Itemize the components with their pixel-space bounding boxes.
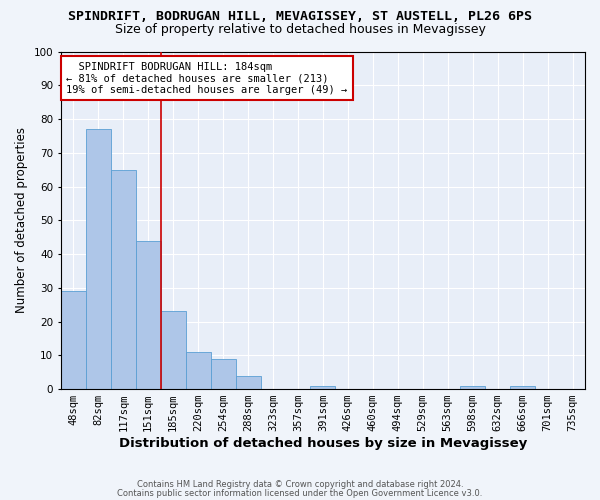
Text: SPINDRIFT, BODRUGAN HILL, MEVAGISSEY, ST AUSTELL, PL26 6PS: SPINDRIFT, BODRUGAN HILL, MEVAGISSEY, ST… [68, 10, 532, 23]
Bar [161, 312, 185, 389]
Bar [136, 240, 161, 389]
Y-axis label: Number of detached properties: Number of detached properties [15, 128, 28, 314]
X-axis label: Distribution of detached houses by size in Mevagissey: Distribution of detached houses by size … [119, 437, 527, 450]
Bar [185, 352, 211, 389]
Bar [211, 358, 236, 389]
Bar [111, 170, 136, 389]
Bar [510, 386, 535, 389]
Bar [86, 129, 111, 389]
Bar [460, 386, 485, 389]
Text: Contains public sector information licensed under the Open Government Licence v3: Contains public sector information licen… [118, 488, 482, 498]
Bar [61, 291, 86, 389]
Text: SPINDRIFT BODRUGAN HILL: 184sqm
← 81% of detached houses are smaller (213)
19% o: SPINDRIFT BODRUGAN HILL: 184sqm ← 81% of… [66, 62, 347, 95]
Text: Contains HM Land Registry data © Crown copyright and database right 2024.: Contains HM Land Registry data © Crown c… [137, 480, 463, 489]
Bar [310, 386, 335, 389]
Bar [236, 376, 260, 389]
Text: Size of property relative to detached houses in Mevagissey: Size of property relative to detached ho… [115, 22, 485, 36]
